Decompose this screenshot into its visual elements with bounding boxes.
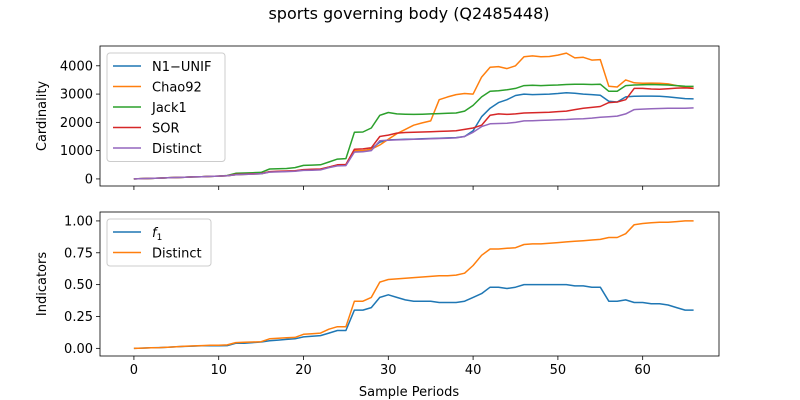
series-line-2-1: [133, 283, 694, 350]
y-tick-label: 0: [85, 172, 93, 187]
y-tick-label: 0.50: [64, 278, 93, 293]
y-tick-label: 4000: [60, 59, 93, 74]
y-tick-label: 2000: [60, 116, 93, 131]
x-tick-label: 60: [634, 363, 651, 378]
y-tick-label: 0.25: [64, 310, 93, 325]
legend-label: Distinct: [152, 247, 202, 262]
legend-box: [106, 52, 226, 162]
series-line-1-5: [133, 107, 694, 180]
legend: f1 Distinct: [106, 218, 212, 267]
legend-label: f1: [152, 226, 162, 243]
legend-label: Jack1: [151, 101, 187, 116]
legend-label: Chao92: [152, 81, 202, 96]
x-tick-label: 0: [130, 363, 138, 378]
y-axis-label: Indicators: [35, 252, 50, 316]
panel-2: 0 10 20 30 40 50 60 0.00 0.25 0.50 0.75 1.00 Indicat…: [35, 211, 720, 378]
axes-frame: [99, 211, 720, 357]
y-axis-label: Cardinality: [35, 81, 50, 152]
y-tick-label: 3000: [60, 88, 93, 103]
x-tick-label: 20: [295, 363, 312, 378]
panel-1: 0 1000 2000 3000 4000 Cardinality N1−UNIF Chao9…: [35, 45, 720, 190]
y-tick-label: 1000: [60, 144, 93, 159]
legend-box: [106, 218, 212, 267]
legend-label: N1−UNIF: [152, 60, 211, 75]
x-tick-label: 10: [210, 363, 227, 378]
chart-title: sports governing body (Q2485448): [268, 4, 549, 23]
y-tick-label: 1.00: [64, 214, 93, 229]
x-axis-label: Sample Periods: [359, 385, 459, 400]
legend-label: SOR: [152, 122, 180, 137]
axes-frame: [99, 45, 720, 187]
x-tick-label: 30: [380, 363, 397, 378]
x-tick-label: 40: [465, 363, 482, 378]
y-tick-label: 0.75: [64, 246, 93, 261]
legend-label: Distinct: [152, 142, 202, 157]
y-tick-label: 0.00: [64, 342, 93, 357]
legend: N1−UNIF Chao92 Jack1 SOR Distinct: [106, 52, 226, 162]
series-line-2-2: [133, 220, 694, 350]
x-tick-label: 50: [550, 363, 567, 378]
